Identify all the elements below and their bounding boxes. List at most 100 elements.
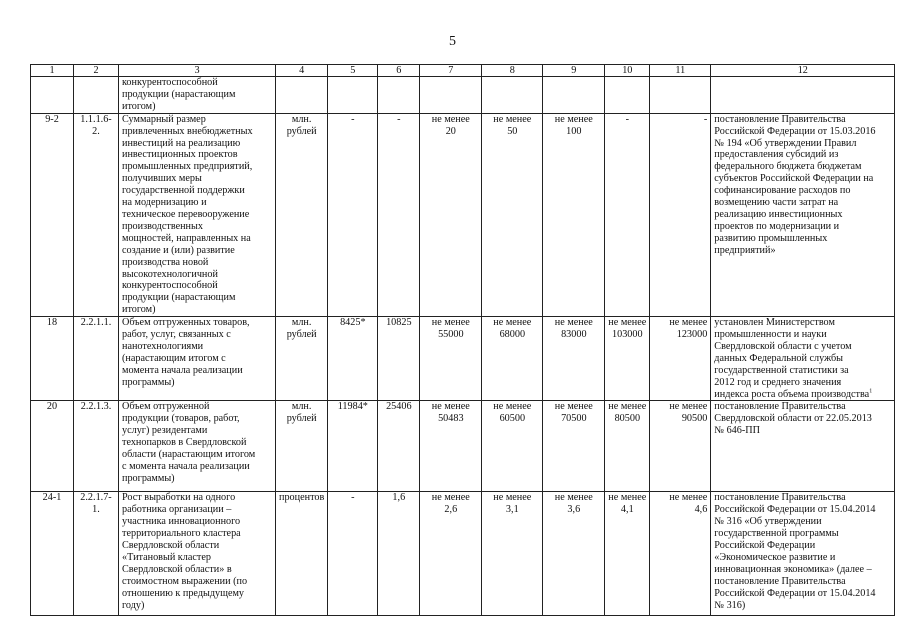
table-cell: 25406 <box>377 400 421 493</box>
table-cell: 1.1.1.6-2. <box>73 112 119 318</box>
cell-text: не менее 80500 <box>608 401 647 425</box>
table-cell <box>604 76 651 114</box>
table-cell: млн. рублей <box>274 112 329 318</box>
table-cell: не менее 2,6 <box>419 491 483 617</box>
cell-text: Суммарный размер привлеченных внебюджетн… <box>122 113 253 316</box>
cell-text: 24-1 <box>42 492 62 504</box>
table-cell: 2.2.1.7-1. <box>73 491 119 617</box>
column-header: 3 <box>118 64 276 77</box>
column-header: 12 <box>710 64 896 77</box>
table-cell: 9-2 <box>30 112 74 318</box>
cell-text: не менее 70500 <box>554 401 593 425</box>
table-cell: 20 <box>30 400 74 493</box>
table-cell: 2.2.1.3. <box>73 400 119 493</box>
cell-text: - <box>397 113 401 125</box>
table-cell: Рост выработки на одного работника орган… <box>118 491 276 617</box>
table-cell <box>73 76 119 114</box>
table-cell: не менее 80500 <box>604 400 651 493</box>
cell-text: 20 <box>46 401 58 413</box>
cell-text: 1,6 <box>392 492 406 504</box>
table-cell: 1,6 <box>377 491 421 617</box>
table-cell: 24-1 <box>30 491 74 617</box>
table-cell: установлен Министерством промышленности … <box>710 316 896 402</box>
table-cell: - <box>327 491 379 617</box>
table-cell <box>649 76 712 114</box>
table-cell: не менее 20 <box>419 112 483 318</box>
cell-text: постановление Правительства Свердловской… <box>714 401 872 437</box>
table-cell: Объем отгруженных товаров, работ, услуг,… <box>118 316 276 402</box>
table-cell: 8425* <box>327 316 379 402</box>
cell-text: не менее 100 <box>554 113 593 137</box>
cell-text: конкурентоспособной продукции (нарастающ… <box>122 77 236 112</box>
table-cell: не менее 60500 <box>481 400 544 493</box>
table-cell: не менее 90500 <box>649 400 712 493</box>
table-cell: не менее 3,6 <box>542 491 606 617</box>
table-cell: постановление Правительства Российской Ф… <box>710 112 896 318</box>
cell-text: 2.2.1.7-1. <box>80 492 112 516</box>
table-cell: не менее 83000 <box>542 316 606 402</box>
column-header: 9 <box>542 64 606 77</box>
table-cell: не менее 3,1 <box>481 491 544 617</box>
cell-text: 8425* <box>340 317 366 329</box>
cell-text: 11984* <box>337 401 368 413</box>
table-cell: постановление Правительства Российской Ф… <box>710 491 896 617</box>
column-header: 1 <box>30 64 74 77</box>
table-cell: не менее 4,6 <box>649 491 712 617</box>
cell-text: не менее 103000 <box>608 317 647 341</box>
cell-text: Объем отгруженных товаров, работ, услуг,… <box>122 317 250 388</box>
cell-text: не менее 68000 <box>493 317 532 341</box>
column-header: 4 <box>274 64 329 77</box>
cell-text: Рост выработки на одного работника орган… <box>122 492 248 611</box>
cell-text: не менее 50 <box>493 113 532 137</box>
header-row: 1 2 3 4 5 6 7 8 9 10 11 12 <box>30 64 896 77</box>
cell-text: млн. рублей <box>286 317 317 341</box>
cell-text: не менее 50483 <box>431 401 470 425</box>
column-header: 10 <box>604 64 651 77</box>
table-cell: не менее 103000 <box>604 316 651 402</box>
cell-text: 18 <box>46 317 58 329</box>
indicators-table: 1 2 3 4 5 6 7 8 9 10 11 12 конкурентоспособной прод… <box>30 64 896 617</box>
cell-text: - <box>351 492 355 504</box>
table-cell <box>377 76 421 114</box>
cell-text: не менее 4,6 <box>669 492 708 516</box>
table-row: 18 2.2.1.1. Объем отгруженных товаров, раб… <box>30 316 896 402</box>
table-row: 20 2.2.1.3. Объем отгруженной продукции (т… <box>30 400 896 493</box>
column-header: 2 <box>73 64 119 77</box>
page-number: 5 <box>449 34 456 49</box>
table-cell: конкурентоспособной продукции (нарастающ… <box>118 76 276 114</box>
column-header: 7 <box>419 64 483 77</box>
table-cell: - <box>327 112 379 318</box>
table-cell: не менее 4,1 <box>604 491 651 617</box>
cell-text: не менее 55000 <box>431 317 470 341</box>
table-cell: не менее 50483 <box>419 400 483 493</box>
cell-text: постановление Правительства Российской Ф… <box>714 492 876 611</box>
column-header: 5 <box>327 64 379 77</box>
table-cell: Объем отгруженной продукции (товаров, ра… <box>118 400 276 493</box>
cell-text: Объем отгруженной продукции (товаров, ра… <box>122 401 256 484</box>
cell-text: 9-2 <box>45 113 59 125</box>
table-cell <box>710 76 896 114</box>
cell-text: постановление Правительства Российской Ф… <box>714 113 876 256</box>
table-cell: не менее 50 <box>481 112 544 318</box>
cell-text: не менее 4,1 <box>608 492 647 516</box>
footnote-mark: 1 <box>869 388 873 395</box>
table-cell: не менее 68000 <box>481 316 544 402</box>
cell-text: 10825 <box>386 317 412 329</box>
table-cell <box>30 76 74 114</box>
cell-text: не менее 20 <box>431 113 470 137</box>
table-cell: млн. рублей <box>274 316 329 402</box>
cell-text: не менее 83000 <box>554 317 593 341</box>
cell-text: установлен Министерством промышленности … <box>714 317 870 400</box>
table-cell: 10825 <box>377 316 421 402</box>
cell-text: млн. рублей <box>286 113 317 137</box>
table-cell: 2.2.1.1. <box>73 316 119 402</box>
column-header: 11 <box>649 64 712 77</box>
table-cell <box>327 76 379 114</box>
table-cell <box>542 76 606 114</box>
cell-text: 1.1.1.6-2. <box>80 113 112 137</box>
cell-text: млн. рублей <box>286 401 317 425</box>
table-cell: - <box>377 112 421 318</box>
cell-text: не менее 60500 <box>493 401 532 425</box>
cell-text: - <box>703 113 708 125</box>
table-row: конкурентоспособной продукции (нарастающ… <box>30 76 896 114</box>
